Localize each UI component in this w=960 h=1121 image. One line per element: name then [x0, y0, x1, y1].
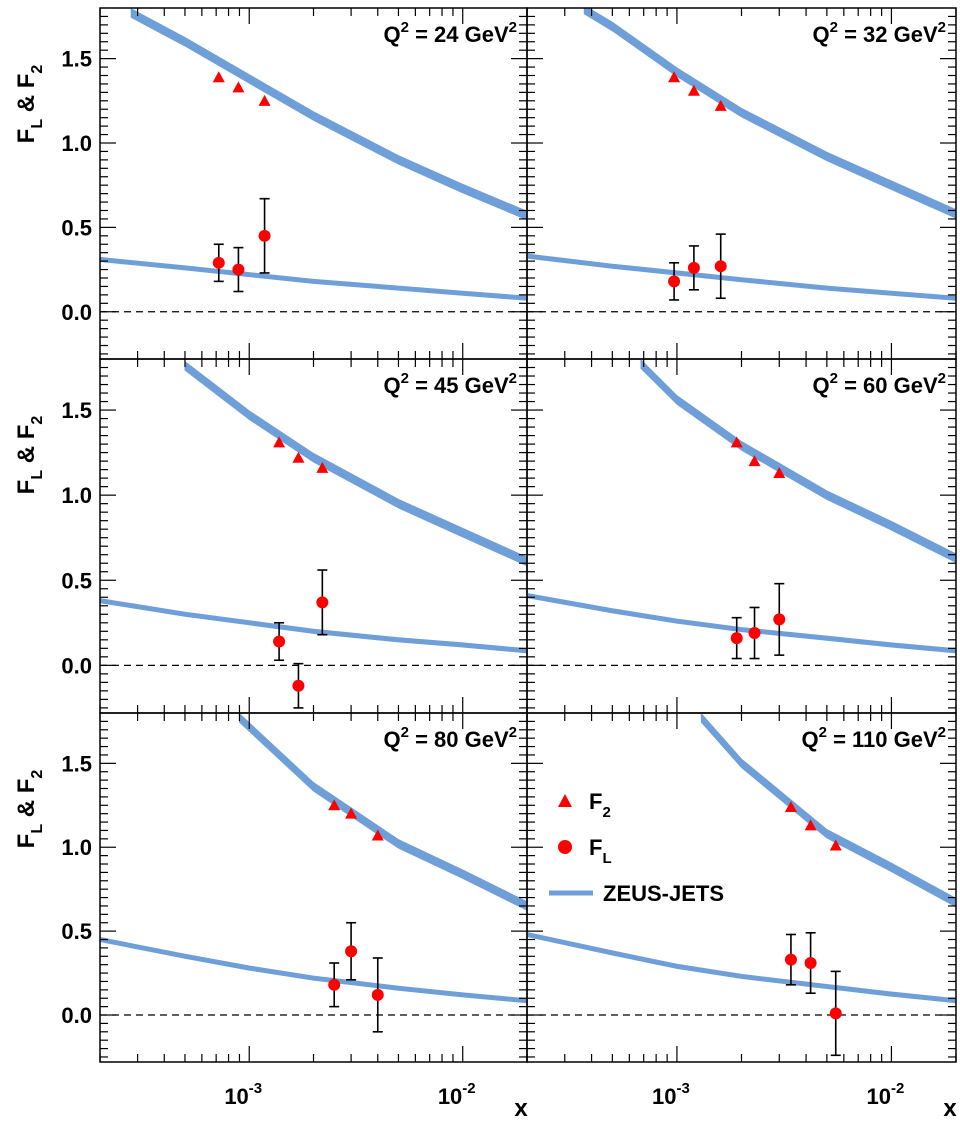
- y-tick-label: 0.5: [61, 215, 92, 240]
- y-tick-label: 1.0: [61, 483, 92, 508]
- fl-theory-band: [527, 253, 956, 301]
- f2-data-point: [668, 71, 681, 83]
- f2-data-point: [773, 467, 786, 479]
- f2-data-point: [258, 94, 271, 106]
- panel-plot-area: [527, 8, 956, 313]
- y-tick-label: 1.5: [61, 47, 92, 72]
- legend-label: FL: [589, 835, 612, 867]
- f2-data-point: [687, 84, 700, 96]
- f2-data-point: [730, 436, 743, 448]
- panel-frame: [526, 358, 957, 714]
- fl-data-point: [292, 679, 305, 692]
- fl-theory-band: [100, 598, 527, 654]
- panel-title: Q2 = 80 GeV2: [384, 724, 518, 752]
- fl-theory-band: [100, 936, 527, 1004]
- panel-q2-80: Q2 = 80 GeV2 0.0 0.5 1.0 1.5 FL & F2 10-3 10-2 x: [13, 712, 528, 1121]
- y-tick-label: 0.0: [61, 1003, 92, 1028]
- panel-title: Q2 = 45 GeV2: [384, 370, 518, 398]
- y-tick-label: 0.5: [61, 568, 92, 593]
- f2-theory-band: [640, 359, 956, 563]
- f2-theory-band: [583, 8, 956, 219]
- f2-theory-band: [184, 360, 527, 567]
- y-axis-title: FL & F2: [13, 65, 46, 144]
- fl-data-point: [212, 256, 225, 269]
- legend-label: ZEUS-JETS: [603, 881, 724, 906]
- y-tick-label: 0.0: [61, 300, 92, 325]
- panel-title: Q2 = 32 GeV2: [813, 19, 947, 47]
- fl-data-point: [773, 613, 786, 626]
- fl-data-point: [371, 988, 384, 1001]
- fl-data-point: [730, 632, 743, 645]
- f2-data-point: [748, 455, 761, 467]
- x-axis-title: x: [943, 1095, 957, 1121]
- panel-frame: [99, 7, 528, 360]
- panel-q2-45: Q2 = 45 GeV2 0.0 0.5 1.0 1.5 FL & F2: [13, 358, 528, 714]
- f2-data-point: [273, 436, 286, 448]
- y-tick-label: 0.0: [61, 653, 92, 678]
- f2-data-point: [292, 451, 305, 463]
- panel-title: Q2 = 24 GeV2: [384, 19, 518, 47]
- y-axis-title: FL & F2: [13, 770, 46, 849]
- panel-plot-area: [100, 8, 527, 313]
- panel-plot-area: [100, 360, 527, 709]
- f2-data-point: [316, 461, 329, 473]
- legend-f2-marker: [558, 794, 572, 807]
- fl-data-point: [345, 945, 358, 958]
- panel-plot-area: [527, 359, 956, 666]
- fl-data-point: [668, 275, 681, 288]
- f2-data-point: [232, 81, 245, 93]
- fl-data-point: [687, 261, 700, 274]
- fl-data-point: [232, 263, 245, 276]
- fl-data-point: [829, 1007, 842, 1020]
- fl-data-point: [316, 596, 329, 609]
- f2-data-point: [829, 839, 842, 851]
- y-tick-label: 1.5: [61, 398, 92, 423]
- panel-plot-area: [527, 713, 956, 1057]
- panel-plot-area: [100, 713, 527, 1033]
- fl-data-point: [784, 953, 797, 966]
- fl-data-point: [328, 978, 341, 991]
- f2-data-point: [714, 99, 727, 111]
- legend: F2 FL ZEUS-JETS: [549, 789, 724, 906]
- f2-theory-band: [130, 8, 527, 221]
- x-tick-label: 10-3: [224, 1080, 262, 1109]
- fl-data-point: [273, 635, 286, 648]
- panel-frame: [99, 712, 528, 1063]
- x-axis-title: x: [514, 1095, 528, 1121]
- legend-fl-marker: [558, 840, 572, 854]
- fl-data-point: [748, 627, 761, 640]
- panel-q2-60: Q2 = 60 GeV2: [526, 358, 957, 714]
- y-axis-title: FL & F2: [13, 416, 46, 495]
- panel-q2-32: Q2 = 32 GeV2: [526, 7, 957, 360]
- legend-label: F2: [589, 789, 611, 821]
- f2-data-point: [784, 800, 797, 812]
- f2-theory-band: [700, 713, 956, 908]
- fl-data-point: [804, 957, 817, 970]
- panel-title: Q2 = 110 GeV2: [801, 724, 946, 752]
- fl-theory-band: [527, 592, 956, 654]
- f2-data-point: [328, 799, 341, 811]
- panel-q2-110: Q2 = 110 GeV2 10-3 10-2 x F2 FL ZEUS-JETS: [526, 712, 957, 1121]
- y-tick-label: 1.0: [61, 131, 92, 156]
- panel-title: Q2 = 60 GeV2: [813, 370, 947, 398]
- f2-data-point: [345, 807, 358, 819]
- f2-theory-band: [239, 713, 527, 911]
- fl-theory-band: [527, 931, 956, 1004]
- x-tick-label: 10-2: [438, 1080, 476, 1109]
- x-tick-label: 10-2: [867, 1080, 905, 1109]
- panel-q2-24: Q2 = 24 GeV2 0.0 0.5 1.0 1.5 FL & F2: [13, 7, 528, 360]
- fl-data-point: [714, 260, 727, 273]
- y-tick-label: 1.5: [61, 751, 92, 776]
- y-tick-label: 0.5: [61, 919, 92, 944]
- y-tick-label: 1.0: [61, 835, 92, 860]
- fl-data-point: [258, 229, 271, 242]
- fl-theory-band: [100, 256, 527, 301]
- f2-data-point: [804, 819, 817, 831]
- f2-data-point: [212, 71, 225, 83]
- x-tick-label: 10-3: [652, 1080, 690, 1109]
- f2-data-point: [371, 829, 384, 841]
